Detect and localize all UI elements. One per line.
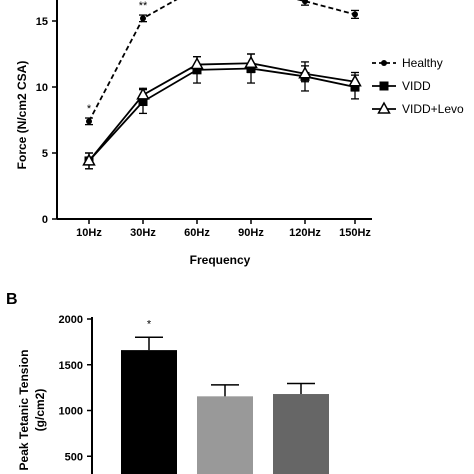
series-vidd [84, 53, 360, 170]
bar-healthy [121, 350, 177, 474]
panel-b-axes: 500 1000 1500 2000 [59, 314, 93, 474]
data-point-vidd-levo [136, 87, 150, 100]
panel-a-x-tick-label: 90Hz [238, 227, 264, 239]
panel-b-y-axis-label-line2: (g/cm2) [33, 389, 47, 432]
panel-a-x-tick-label: 10Hz [76, 227, 102, 239]
series-line-vidd [88, 67, 356, 162]
data-point-healthy [352, 11, 358, 18]
panel-a-series: *** [82, 0, 362, 170]
panel-a-x-axis-label: Frequency [190, 253, 251, 267]
panel-b-y-tick-label: 500 [65, 451, 83, 463]
panel-a-line-chart: Force (N/cm2 CSA) Frequency 0 5 10 15 10Hz 30… [15, 0, 464, 267]
panel-a-x-tick-label: 30Hz [130, 227, 156, 239]
legend-label-vidd-levo: VIDD+Levo [402, 102, 464, 116]
data-point-vidd-levo [190, 57, 204, 70]
panel-b-bars: * [121, 318, 329, 474]
panel-b-y-tick-label: 1000 [59, 406, 83, 418]
legend-label-healthy: Healthy [402, 56, 443, 70]
data-point-vidd-levo [82, 153, 96, 166]
data-point-healthy [302, 0, 308, 5]
series-healthy [85, 0, 359, 126]
panel-a-y-tick-label: 0 [42, 214, 48, 226]
significance-marker: * [87, 103, 92, 115]
legend-marker-vidd [379, 81, 389, 91]
panel-b-y-tick-label: 2000 [59, 314, 83, 326]
panel-b-label: B [6, 291, 18, 308]
panel-a-y-tick-label: 15 [36, 16, 48, 28]
data-point-vidd-levo [348, 74, 362, 87]
panel-b-y-axis-label-line1: Peak Tetanic Tension [17, 350, 31, 471]
series-line-vidd-levo [88, 62, 356, 162]
panel-a-axes: 0 5 10 15 10Hz 30Hz 60Hz 90Hz 120Hz 150Hz [36, 0, 372, 239]
bar-vidd-levo [273, 394, 329, 474]
panel-a-x-tick-label: 150Hz [339, 227, 371, 239]
legend-marker-vidd-levo [377, 101, 391, 114]
bar-vidd [197, 396, 253, 474]
panel-b-bar-chart: B Peak Tetanic Tension (g/cm2) 500 1000 15… [6, 291, 329, 474]
data-point-vidd-levo [244, 55, 258, 68]
data-point-healthy [86, 118, 92, 125]
panel-a-x-tick-label: 120Hz [289, 227, 321, 239]
series-vidd-levo [82, 53, 362, 170]
panel-a-y-tick-label: 10 [36, 82, 48, 94]
legend-label-vidd: VIDD [402, 79, 431, 93]
significance-marker: * [147, 318, 152, 330]
panel-b-y-tick-label: 1500 [59, 360, 83, 372]
significance-marker: ** [139, 0, 148, 12]
panel-a-legend: Healthy VIDD VIDD+Levo [372, 56, 464, 116]
data-point-healthy [140, 15, 146, 22]
panel-a-y-tick-label: 5 [42, 148, 48, 160]
panel-a-y-axis-label: Force (N/cm2 CSA) [15, 61, 29, 170]
data-point-vidd-levo [298, 66, 312, 79]
legend-marker-healthy [381, 60, 387, 66]
series-line-healthy [88, 0, 356, 122]
panel-a-x-tick-label: 60Hz [184, 227, 210, 239]
